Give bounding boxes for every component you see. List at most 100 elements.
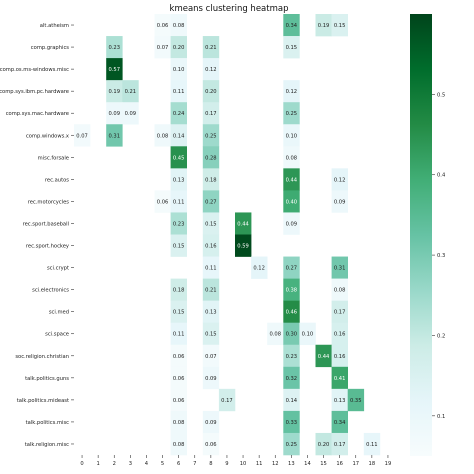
cell-value-label: 0.21 [205,45,217,51]
cell-value-label: 0.08 [334,288,346,294]
heatmap-cell [331,278,348,301]
x-tick-label: 13 [288,461,295,467]
heatmap-cell [202,322,220,346]
heatmap-cell-labels: 0.06 0.08 0.34 0.19 0.15 0.23 0.07 0.20 0.21 0.15… [76,23,377,448]
x-tick-label: 9 [225,461,228,467]
heatmap-cell [202,366,220,390]
cell-value-label: 0.23 [108,45,120,51]
cell-value-label: 0.12 [286,89,298,95]
heatmap-cell [154,190,171,213]
cell-value-label: 0.44 [318,354,330,360]
heatmap-cell [106,58,123,81]
cell-value-label: 0.09 [286,221,298,227]
heatmap-cell [202,146,220,169]
colorbar-ticks: 0.1 0.2 0.3 0.4 0.5 [432,92,446,420]
y-tick-label: rec.sport.baseball [23,221,69,227]
cell-value-label: 0.45 [173,155,185,161]
heatmap-cell [170,410,187,434]
heatmap-cell [202,256,220,279]
heatmap-cell [170,14,187,37]
heatmap-cell [283,212,300,235]
heatmap-cell [170,146,187,169]
cell-value-label: 0.06 [157,23,169,29]
heatmap-cell [331,344,348,368]
cell-value-label: 0.32 [286,376,298,382]
heatmap-cell [283,256,300,279]
cell-value-label: 0.44 [286,177,298,183]
heatmap-cell [331,190,348,213]
heatmap-cell [283,14,300,37]
x-tick-label: 0 [80,461,83,467]
cell-value-label: 0.15 [286,45,298,51]
heatmap-cell [283,410,300,434]
x-tick-label: 3 [129,461,132,467]
cell-value-label: 0.18 [173,288,185,294]
heatmap-cell [315,14,332,37]
cell-value-label: 0.08 [173,420,185,426]
heatmap-cell [331,256,348,279]
x-tick-label: 4 [145,461,149,467]
y-tick-label: rec.autos [45,177,69,183]
heatmap-cell [218,388,236,412]
heatmap-cell [106,36,123,59]
y-axis: alt.atheism comp.graphics comp.os.ms-windo… [0,23,74,448]
cell-value-label: 0.06 [157,199,169,205]
cell-value-label: 0.13 [173,177,185,183]
y-tick-label: talk.politics.guns [25,376,69,382]
cell-value-label: 0.14 [286,398,298,404]
heatmap-cell [154,14,171,37]
cell-value-label: 0.35 [350,398,362,404]
cell-value-label: 0.09 [205,420,217,426]
cell-value-label: 0.08 [173,442,185,448]
cell-value-label: 0.12 [334,177,346,183]
cell-value-label: 0.19 [318,23,330,29]
x-tick-label: 10 [240,461,247,467]
heatmap-cell [170,168,187,191]
heatmap-cell [283,344,300,368]
cell-value-label: 0.11 [366,442,378,448]
colorbar-tick-label: 0.5 [437,92,445,98]
heatmap-cell [347,388,365,412]
y-tick-label: comp.os.ms-windows.misc [0,67,69,73]
cell-value-label: 0.20 [205,89,217,95]
x-tick-label: 7 [193,461,196,467]
cell-value-label: 0.21 [125,89,137,95]
cell-value-label: 0.46 [286,310,298,316]
heatmap-cell [331,388,348,412]
y-tick-label: talk.religion.misc [25,442,69,448]
cell-value-label: 0.17 [221,398,233,404]
heatmap-cell [299,322,316,346]
heatmap-cell [283,190,300,213]
heatmap-cell [170,234,187,257]
x-tick-label: 6 [177,461,180,467]
heatmap-cell [283,300,300,323]
heatmap-cell [363,432,381,456]
cell-value-label: 0.28 [205,155,217,161]
heatmap-cell [235,234,252,257]
heatmap-cell [202,190,220,213]
cell-value-label: 0.13 [334,398,346,404]
cell-value-label: 0.15 [173,244,185,250]
x-tick-label: 11 [256,461,263,467]
heatmap-cell [315,344,332,368]
cell-value-label: 0.10 [286,133,298,139]
heatmap-cell [283,278,300,301]
cell-value-label: 0.25 [286,111,298,117]
heatmap-cell [283,102,300,125]
x-tick-label: 14 [304,461,311,467]
cell-value-label: 0.08 [269,332,281,338]
cell-value-label: 0.14 [173,133,185,139]
colorbar-tick-label: 0.1 [437,414,445,420]
chart-title: kmeans clustering heatmap [170,4,289,14]
cell-value-label: 0.20 [173,45,185,51]
colorbar: 0.1 0.2 0.3 0.4 0.5 [410,14,446,456]
x-tick-label: 18 [369,461,376,467]
x-tick-label: 15 [320,461,327,467]
heatmap-cell [202,124,220,147]
cell-value-label: 0.59 [237,244,249,250]
cell-value-label: 0.06 [173,398,185,404]
heatmap-cell [170,212,187,235]
cell-value-label: 0.11 [173,199,185,205]
heatmap-cell [170,432,187,456]
colorbar-gradient [410,14,432,456]
